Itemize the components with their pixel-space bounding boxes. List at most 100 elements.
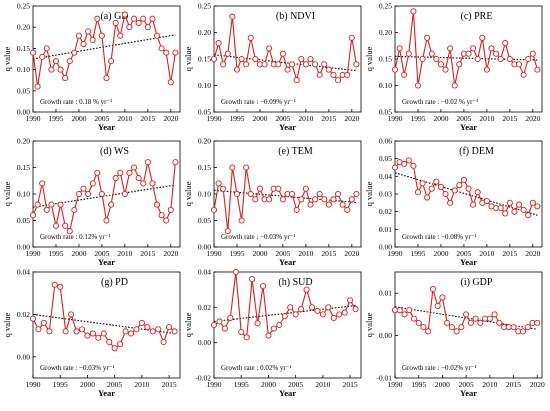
x-axis-label: Year bbox=[98, 257, 115, 267]
data-point bbox=[85, 28, 92, 35]
y-tick-label: 0.15 bbox=[17, 44, 30, 53]
panel-title: (a) GD bbox=[100, 11, 128, 22]
data-point bbox=[453, 328, 460, 335]
data-point bbox=[314, 307, 321, 314]
y-axis-label: q value bbox=[2, 312, 12, 337]
data-point bbox=[275, 61, 282, 68]
x-tick-label: 1990 bbox=[207, 380, 222, 389]
data-point bbox=[238, 55, 245, 63]
data-point bbox=[316, 190, 323, 198]
data-point bbox=[62, 328, 69, 335]
y-tick-label: 0.04 bbox=[198, 268, 211, 277]
data-point bbox=[131, 15, 138, 22]
data-point bbox=[467, 319, 474, 326]
panel-title: (c) PRE bbox=[461, 11, 493, 22]
data-point bbox=[330, 196, 337, 203]
x-tick-label: 2005 bbox=[107, 380, 122, 389]
data-point bbox=[348, 196, 355, 203]
data-point bbox=[401, 160, 408, 168]
data-point bbox=[39, 53, 46, 60]
data-point bbox=[529, 199, 536, 206]
x-tick-label: 2000 bbox=[433, 249, 448, 258]
x-tick-label: 2020 bbox=[525, 249, 540, 258]
x-tick-label: 1990 bbox=[26, 380, 41, 389]
data-point bbox=[415, 319, 422, 326]
data-point bbox=[319, 311, 326, 318]
data-point bbox=[520, 206, 527, 213]
x-tick-label: 2015 bbox=[162, 380, 177, 389]
y-tick-label: 0.04 bbox=[17, 268, 30, 277]
x-tick-label: 1990 bbox=[388, 114, 403, 123]
data-point bbox=[106, 338, 113, 346]
data-point bbox=[341, 309, 348, 316]
data-point bbox=[391, 66, 399, 73]
data-point bbox=[172, 49, 179, 56]
data-point bbox=[347, 297, 354, 304]
data-point bbox=[243, 61, 250, 68]
data-point bbox=[163, 49, 170, 56]
trend-line bbox=[394, 55, 538, 61]
x-tick-label: 1995 bbox=[48, 114, 63, 123]
y-axis-label: q value bbox=[183, 312, 193, 337]
data-point bbox=[406, 307, 413, 314]
data-point bbox=[138, 319, 145, 326]
x-tick-label: 1990 bbox=[388, 380, 403, 389]
data-point bbox=[229, 164, 236, 171]
y-axis-label: q value bbox=[364, 181, 374, 206]
data-point bbox=[307, 201, 314, 208]
x-tick-label: 2005 bbox=[456, 249, 471, 258]
data-point bbox=[433, 55, 440, 63]
data-point bbox=[348, 34, 355, 41]
data-point bbox=[233, 66, 241, 73]
x-tick-label: 2020 bbox=[163, 249, 178, 258]
x-axis-label: Year bbox=[279, 122, 296, 132]
data-point bbox=[414, 82, 422, 89]
data-point bbox=[344, 71, 351, 78]
data-point bbox=[29, 49, 37, 56]
data-point bbox=[401, 71, 408, 78]
data-point bbox=[437, 183, 444, 190]
data-point bbox=[103, 217, 110, 224]
data-point bbox=[493, 50, 500, 57]
data-point bbox=[238, 329, 245, 336]
data-point bbox=[140, 15, 147, 22]
data-point bbox=[266, 196, 273, 203]
data-point bbox=[62, 75, 69, 82]
data-point bbox=[265, 332, 272, 339]
plot-frame bbox=[32, 271, 181, 379]
data-point bbox=[429, 285, 436, 293]
data-point bbox=[534, 319, 541, 326]
data-point bbox=[456, 182, 463, 189]
y-tick-label: 0.02 bbox=[198, 303, 211, 312]
data-point bbox=[215, 180, 222, 187]
data-point bbox=[447, 199, 454, 206]
panel-8: -0.02 0.00 0.02 0.04 1990 1995 2000 2005 2010 201… bbox=[183, 268, 362, 398]
x-tick-label: 2010 bbox=[479, 114, 494, 123]
data-point bbox=[497, 55, 504, 63]
panel-title: (d) WS bbox=[100, 146, 129, 157]
data-point bbox=[491, 311, 498, 318]
y-tick-label: 0.00 bbox=[379, 243, 392, 252]
panel-title: (b) NDVI bbox=[276, 11, 315, 22]
data-point bbox=[43, 45, 50, 52]
y-tick-label: 0.25 bbox=[379, 2, 392, 11]
growth-rate-label: Growth rate : 0.12% yr⁻¹ bbox=[40, 233, 111, 241]
y-tick-label: 0.20 bbox=[198, 137, 211, 146]
y-axis-label: q value bbox=[364, 46, 374, 71]
data-point bbox=[396, 45, 403, 52]
panel-title: (h) SUD bbox=[278, 277, 312, 288]
data-point bbox=[307, 55, 314, 63]
data-point bbox=[220, 185, 227, 192]
data-point bbox=[243, 334, 250, 341]
data-point bbox=[330, 314, 337, 321]
data-point bbox=[284, 66, 291, 73]
data-point bbox=[126, 24, 133, 31]
data-point bbox=[160, 338, 167, 346]
data-point bbox=[73, 328, 80, 335]
data-point bbox=[496, 319, 503, 326]
x-tick-label: 2000 bbox=[252, 114, 267, 123]
data-point bbox=[111, 345, 118, 352]
data-point bbox=[321, 61, 328, 68]
growth-rate-label: Growth rate : −0.03% yr⁻¹ bbox=[40, 364, 114, 372]
data-point bbox=[57, 66, 64, 73]
